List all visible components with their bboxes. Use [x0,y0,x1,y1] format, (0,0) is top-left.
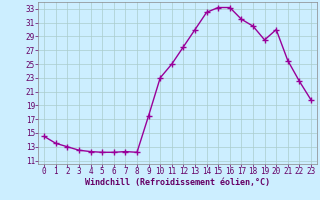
X-axis label: Windchill (Refroidissement éolien,°C): Windchill (Refroidissement éolien,°C) [85,178,270,187]
